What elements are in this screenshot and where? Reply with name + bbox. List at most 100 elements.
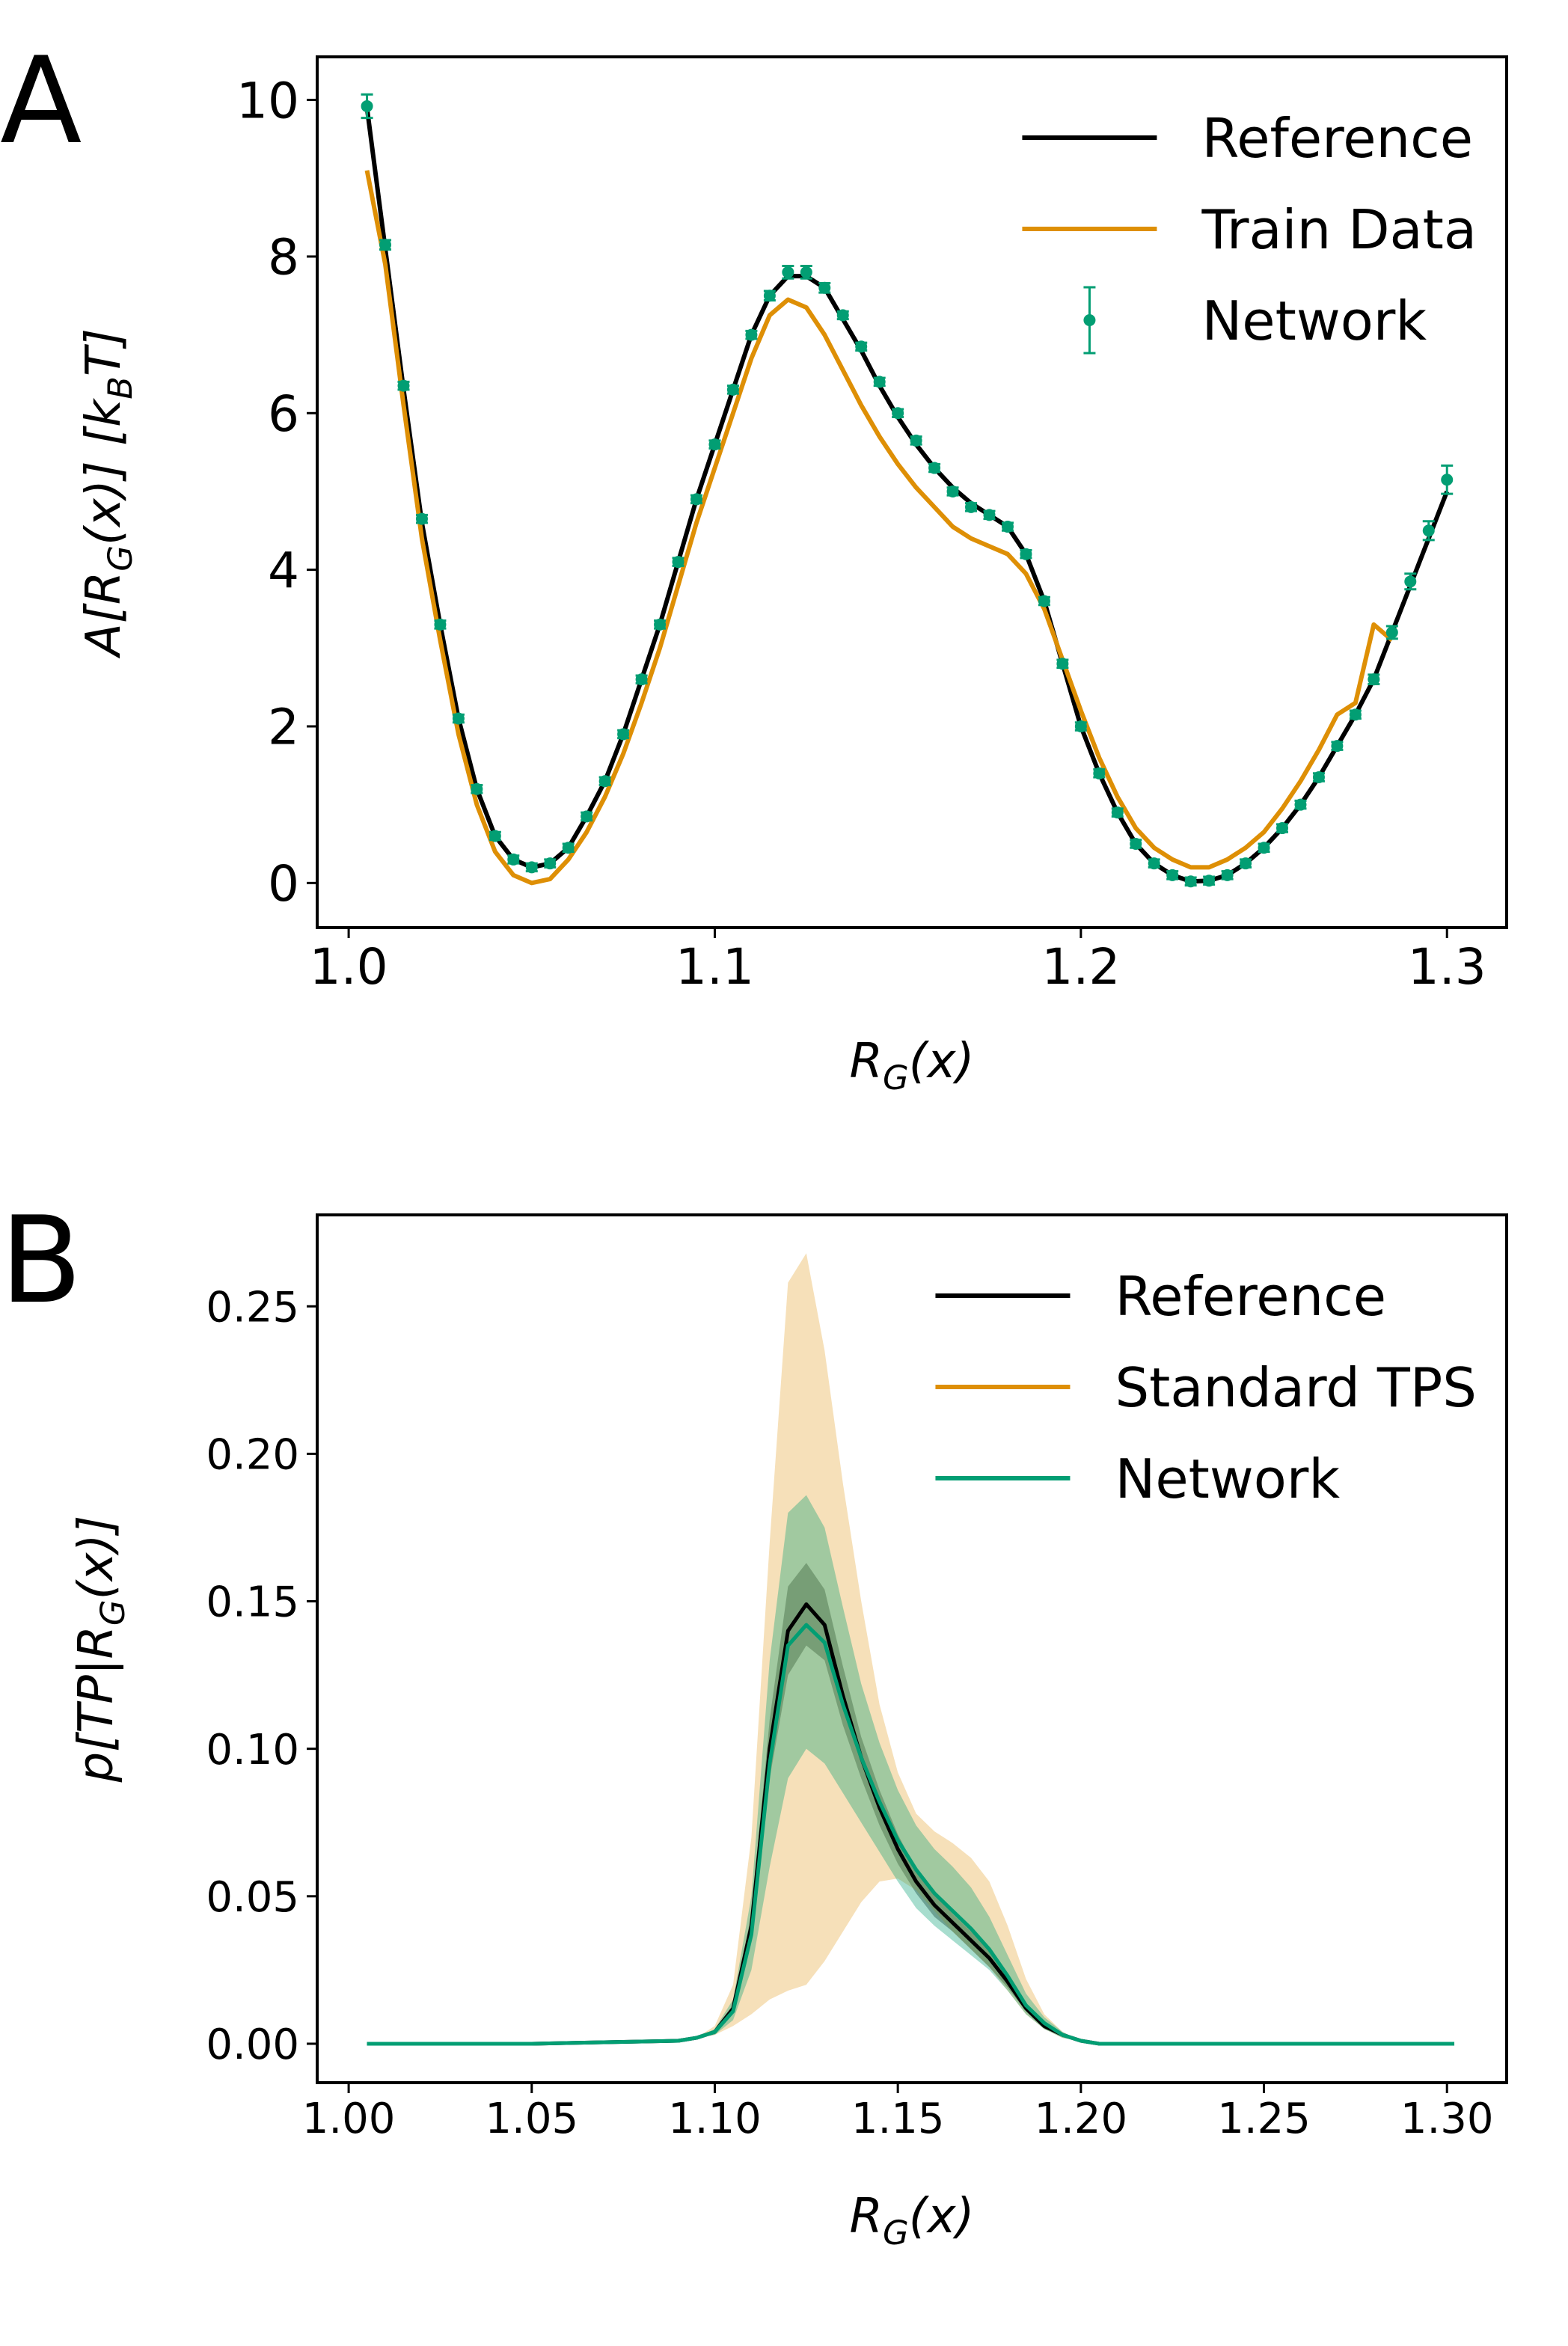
label-part: R (850, 2189, 883, 2244)
legend-label: Network (1201, 290, 1427, 352)
point (1294, 798, 1307, 811)
legend-label: Reference (1201, 107, 1473, 170)
point (544, 857, 557, 870)
point (379, 239, 392, 251)
axis-label: A[RG(x)] [kBT] (76, 328, 140, 659)
x-tick-label: 1.20 (1035, 2095, 1128, 2143)
point (1001, 521, 1014, 533)
point (708, 438, 721, 451)
point (452, 712, 465, 725)
label-part: T] (76, 328, 132, 376)
point (818, 281, 831, 294)
x-tick-label: 1.30 (1400, 2095, 1494, 2143)
point (745, 328, 758, 341)
point (1385, 626, 1398, 639)
point (1056, 658, 1069, 670)
point (525, 861, 538, 874)
legend-label: Reference (1115, 1265, 1386, 1328)
x-tick-label: 1.05 (485, 2095, 578, 2143)
point (617, 728, 630, 741)
point (1349, 708, 1362, 721)
point (983, 509, 996, 521)
x-tick-label: 1.15 (851, 2095, 945, 2143)
subscript: G (883, 2213, 909, 2252)
point (763, 290, 776, 302)
point (928, 462, 941, 474)
point (672, 556, 685, 569)
band (367, 1253, 1455, 2044)
legend-label: Standard TPS (1115, 1356, 1477, 1419)
y-tick-label: 0 (268, 855, 299, 913)
point (726, 383, 739, 396)
point (910, 434, 922, 447)
point (1020, 548, 1032, 560)
label-part: (x)] [k (76, 397, 132, 545)
point (1368, 673, 1380, 686)
line (364, 170, 1394, 886)
point (562, 842, 575, 854)
y-tick-label: 0.00 (206, 2021, 299, 2069)
point (654, 618, 667, 631)
point (434, 618, 447, 631)
point (581, 810, 593, 823)
point (507, 853, 520, 866)
point (489, 830, 501, 842)
panel-label: B (0, 1190, 82, 1330)
point (1166, 869, 1179, 881)
x-tick-label: 1.2 (1041, 938, 1120, 996)
y-tick-label: 0.25 (206, 1283, 299, 1332)
point (1074, 720, 1087, 732)
point (1111, 806, 1124, 819)
x-tick-label: 1.10 (668, 2095, 762, 2143)
x-tick-label: 1.25 (1217, 2095, 1311, 2143)
point (1038, 595, 1050, 607)
point (946, 485, 959, 497)
x-tick-label: 1.3 (1408, 938, 1486, 996)
point (1130, 837, 1142, 850)
axes-frame (316, 1213, 1508, 2084)
axis-label: p[TP|RG(x)] (69, 1516, 132, 1783)
y-tick-label: 0.20 (206, 1431, 299, 1480)
line (367, 1623, 1455, 2046)
band (367, 1495, 1455, 2044)
label-part: (x) (909, 2189, 975, 2244)
y-tick-label: 2 (268, 699, 299, 756)
point (1240, 857, 1252, 870)
x-tick-label: 1.1 (676, 938, 754, 996)
y-tick-label: 0.10 (206, 1726, 299, 1774)
point (471, 782, 483, 795)
point (1221, 869, 1234, 881)
point (800, 266, 812, 278)
axis-label: RG(x) (850, 2189, 975, 2252)
point (965, 500, 978, 513)
point (361, 99, 373, 112)
point (873, 376, 886, 388)
label-part: (x)] (69, 1516, 124, 1600)
axis-label: RG(x) (850, 1034, 975, 1097)
panel-label: A (0, 31, 82, 171)
point (1404, 575, 1417, 588)
y-tick-label: 0.15 (206, 1578, 299, 1627)
point (1184, 875, 1197, 888)
legend-label: Train Data (1201, 198, 1477, 261)
x-tick-label: 1.00 (302, 2095, 396, 2143)
y-tick-label: 6 (268, 385, 299, 443)
point (635, 673, 648, 686)
point (1093, 767, 1106, 780)
label-part: (x) (909, 1034, 975, 1089)
point (1312, 771, 1325, 784)
point (397, 379, 410, 392)
point (855, 340, 868, 353)
point (1203, 875, 1216, 887)
point (1148, 857, 1160, 870)
y-tick-label: 0.05 (206, 1873, 299, 1922)
point (690, 493, 702, 506)
label-part: R (850, 1034, 883, 1089)
label-part: A[R (76, 572, 132, 659)
point (782, 266, 794, 278)
plot-area (361, 93, 1454, 888)
legend-label: Network (1115, 1448, 1340, 1510)
point (598, 775, 611, 788)
subscript: G (100, 545, 140, 572)
